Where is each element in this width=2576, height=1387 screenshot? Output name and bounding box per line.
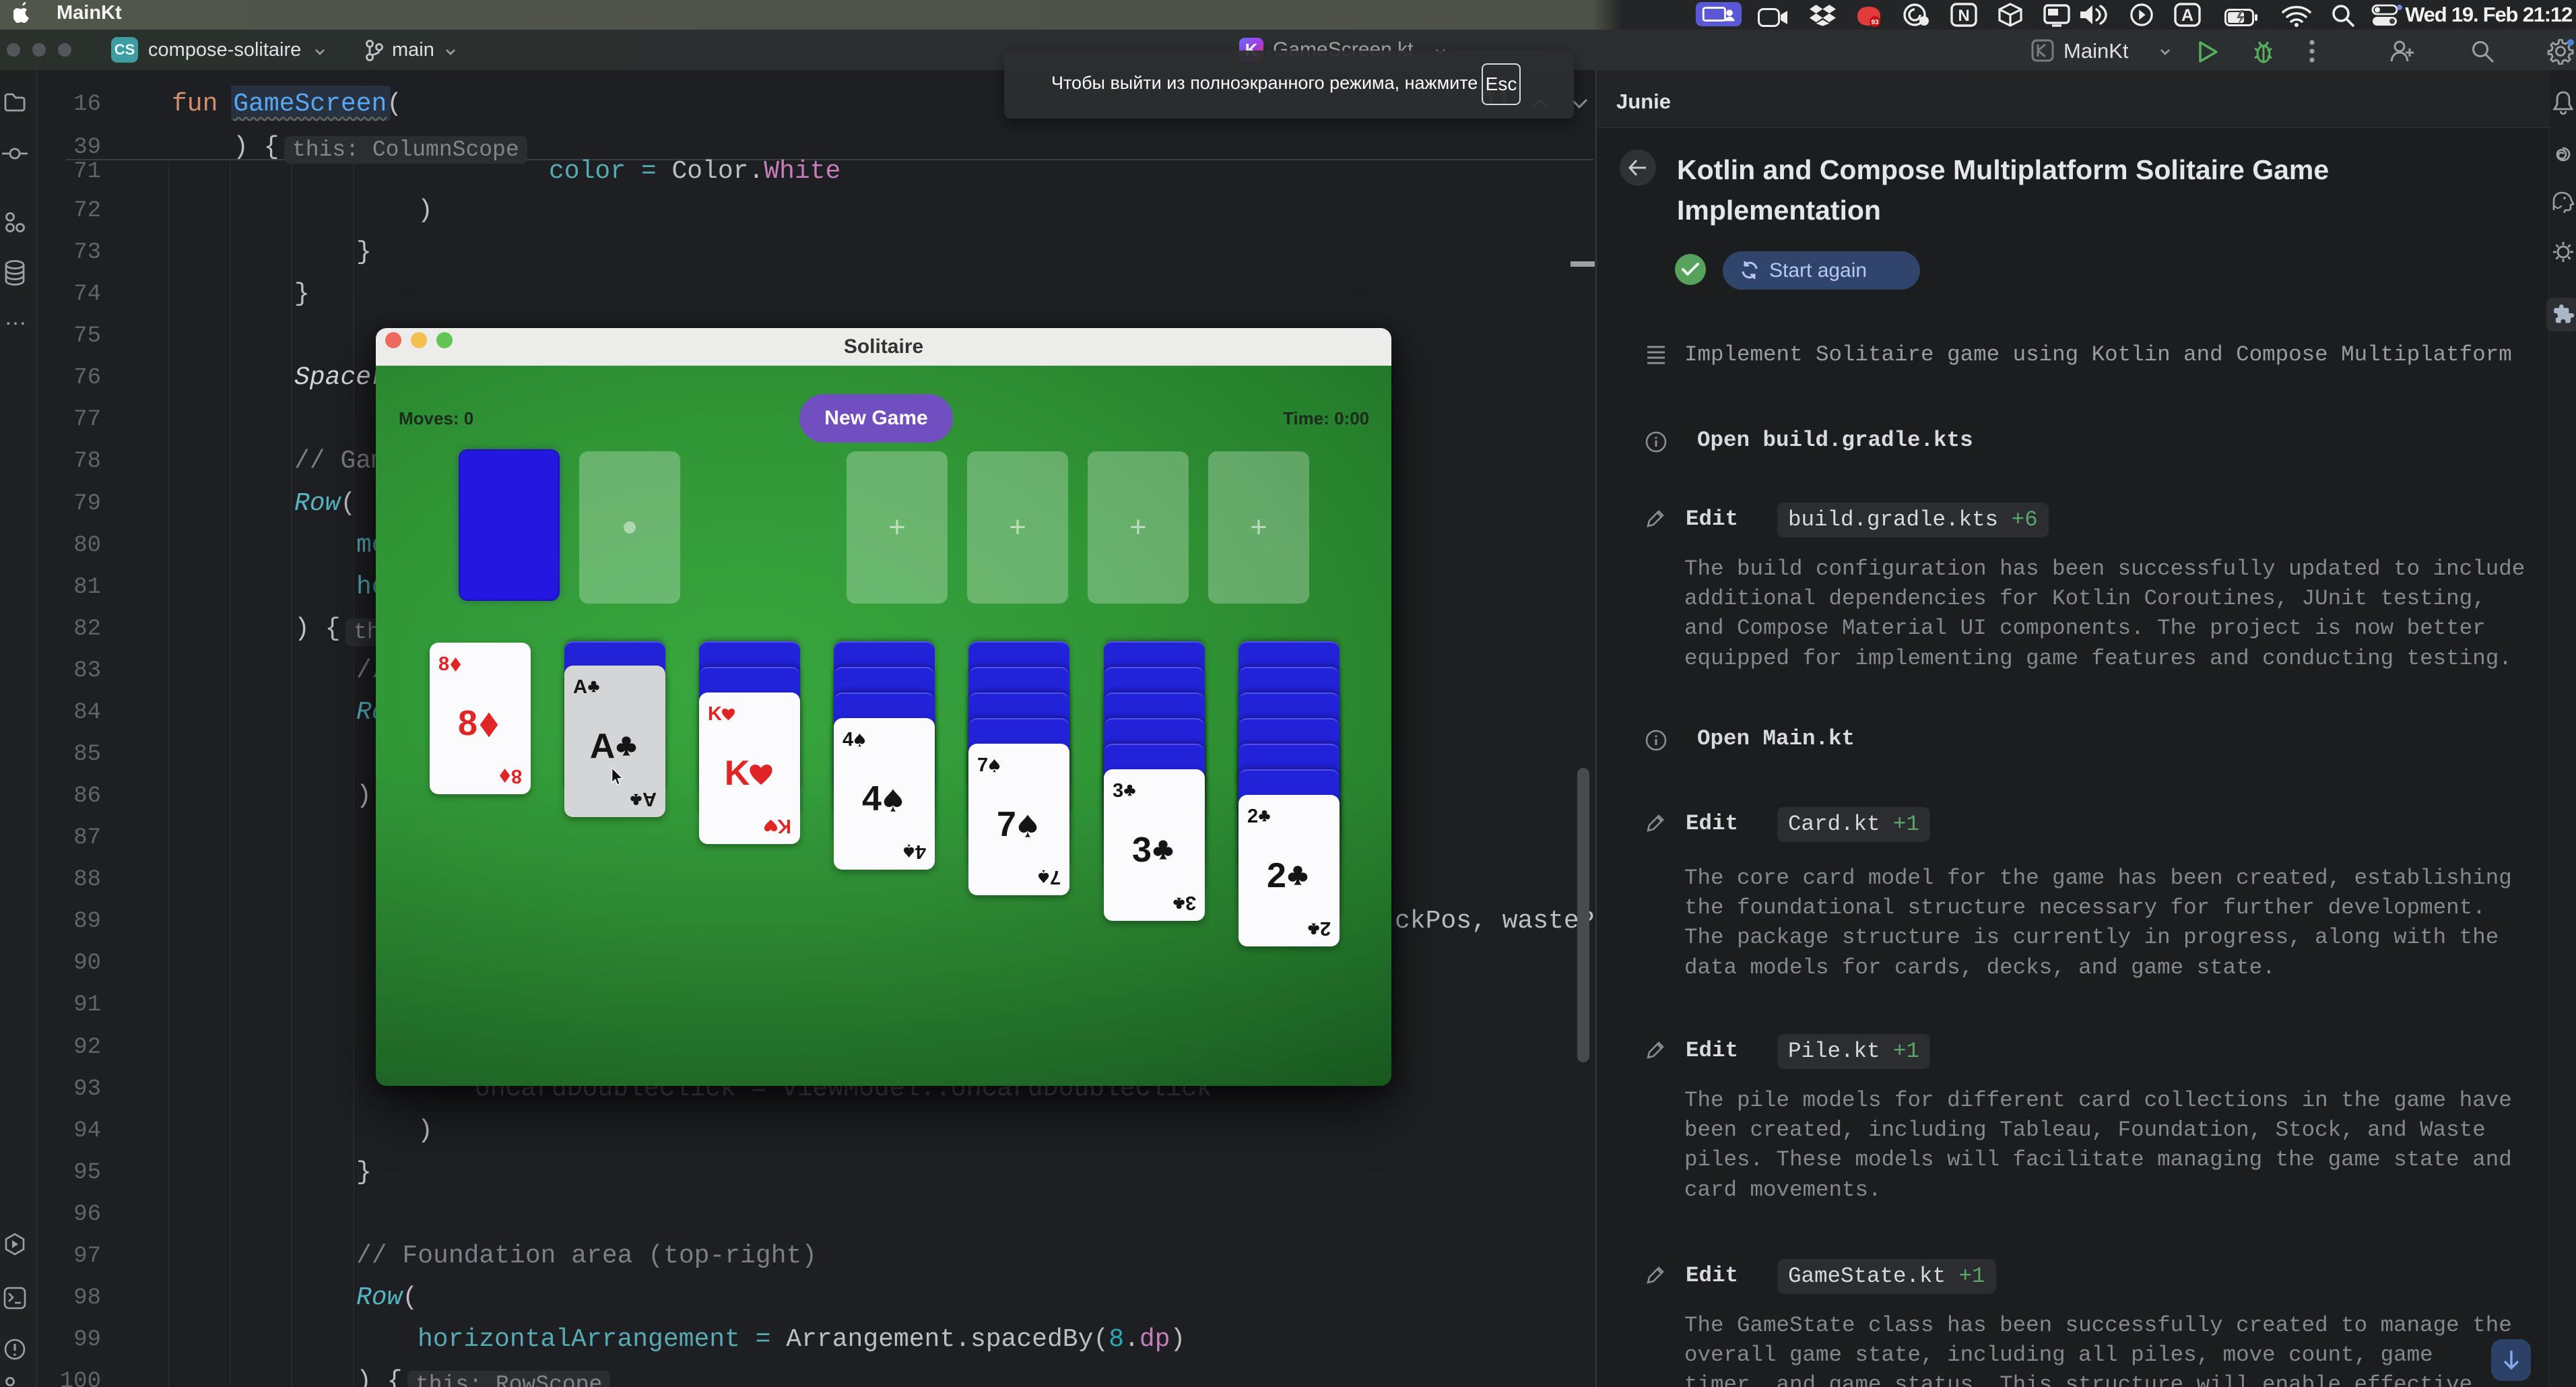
svg-text:N: N	[1958, 7, 1969, 25]
svg-text:A: A	[2181, 6, 2193, 25]
svg-text:93: 93	[1871, 19, 1879, 26]
